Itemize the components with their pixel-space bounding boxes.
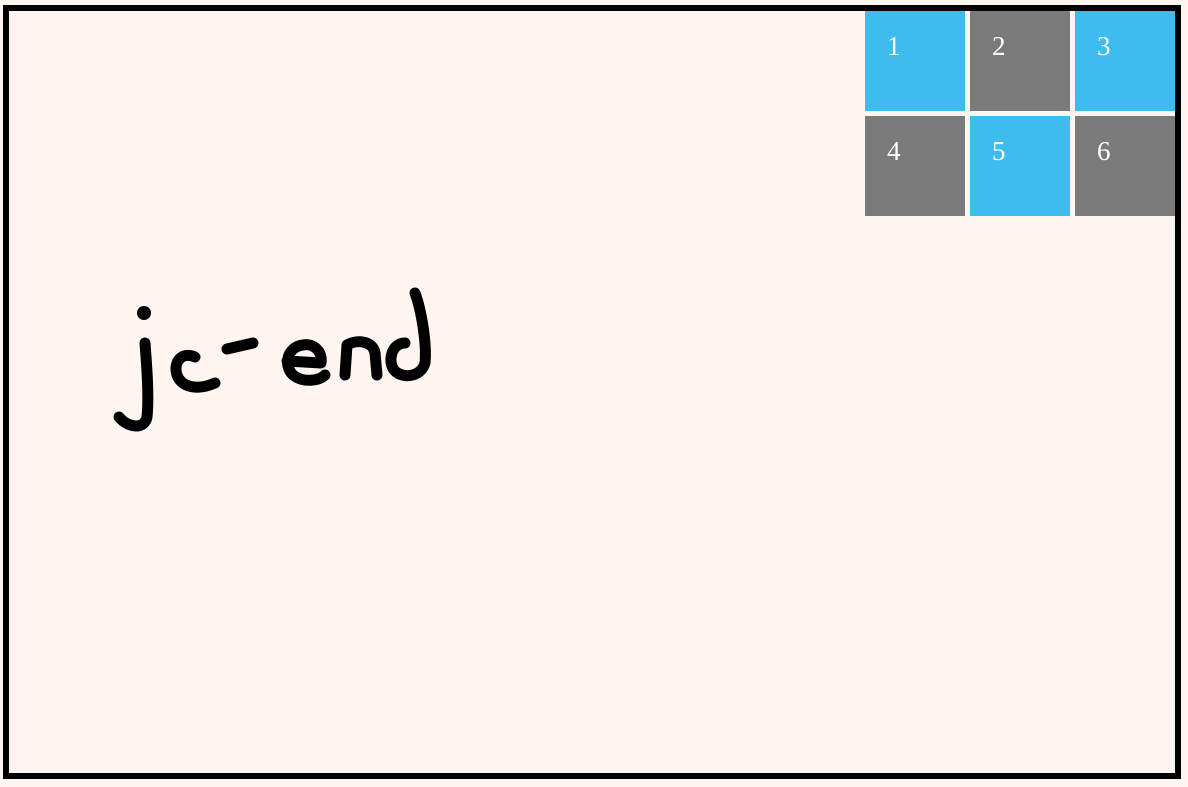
grid-item-label: 6 [1097, 136, 1111, 166]
grid-item-6: 6 [1075, 116, 1175, 216]
grid-item-4: 4 [865, 116, 965, 216]
grid-item-2: 2 [970, 11, 1070, 111]
handwritten-annotation [113, 287, 431, 432]
grid-item-label: 3 [1097, 31, 1111, 61]
grid-item-label: 5 [992, 136, 1006, 166]
grid-item-label: 2 [992, 31, 1006, 61]
flex-grid: 1 2 3 4 5 6 [865, 11, 1175, 216]
grid-item-label: 4 [887, 136, 901, 166]
grid-item-1: 1 [865, 11, 965, 111]
grid-item-3: 3 [1075, 11, 1175, 111]
grid-item-label: 1 [887, 31, 901, 61]
demo-frame: 1 2 3 4 5 6 [3, 5, 1181, 779]
grid-item-5: 5 [970, 116, 1070, 216]
